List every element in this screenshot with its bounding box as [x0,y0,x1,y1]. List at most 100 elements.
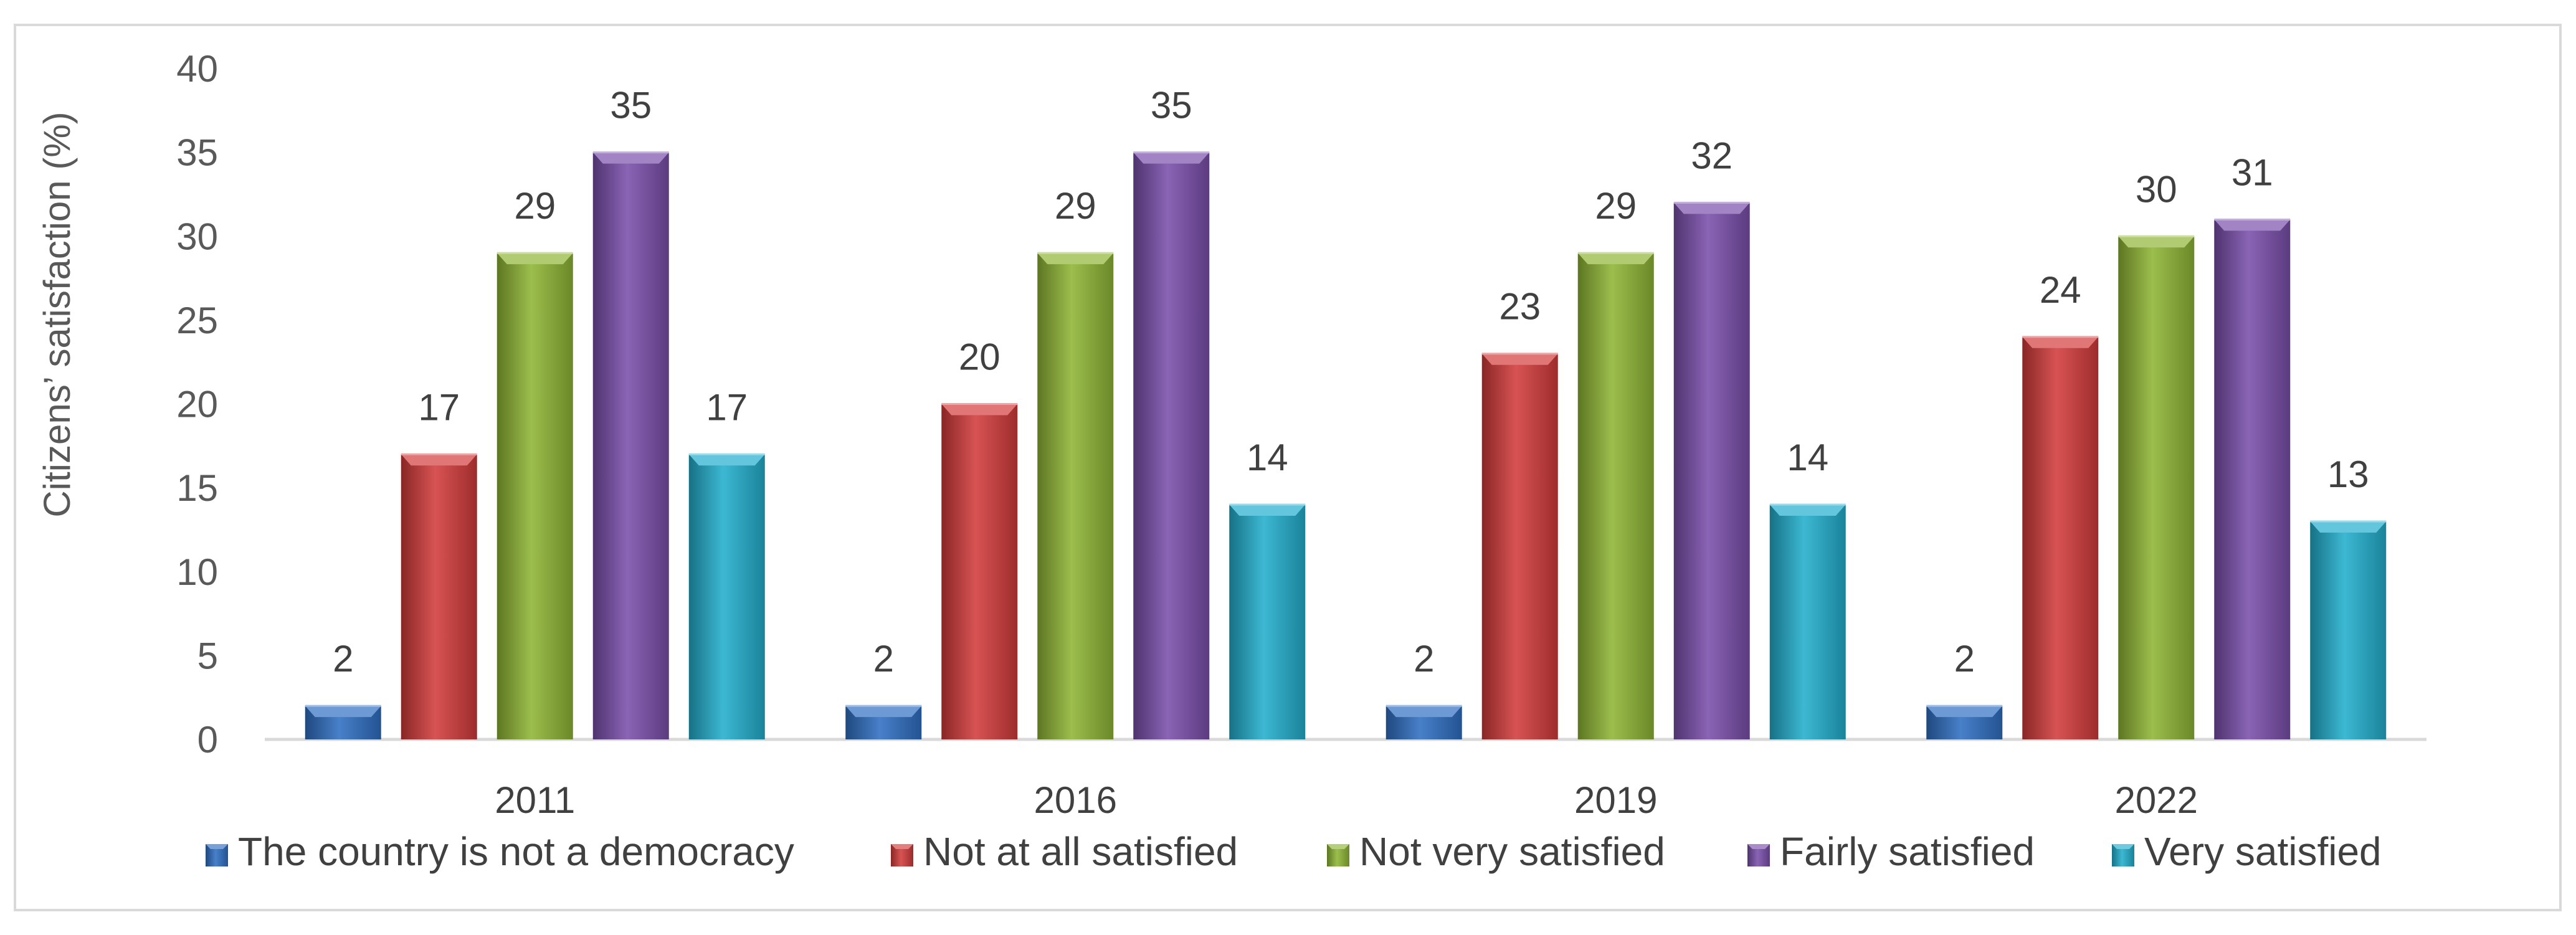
bar-body [941,404,1018,739]
bar-cap [1133,152,1210,164]
bar-body [1673,202,1750,739]
data-label: 31 [2231,151,2273,193]
bar [2022,336,2099,739]
bar-body [592,152,669,739]
data-label: 35 [1151,85,1192,126]
data-label: 17 [706,386,748,428]
bar [1133,151,1210,739]
bar-cap [1037,253,1114,265]
bar [1926,705,2003,739]
legend-label: The country is not a democracy [238,829,794,874]
bar-cap [2022,336,2099,348]
data-label: 14 [1787,437,1828,478]
legend: The country is not a democracy Not at all… [206,829,2382,874]
bar-body [1133,152,1210,739]
legend-item: Fairly satisfied [1747,829,2035,874]
bar-cap [305,706,381,718]
data-label: 30 [2136,168,2177,210]
y-axis-title: Citizens’ satisfaction (%) [36,112,78,517]
bar-cap [592,152,669,164]
bar-body [2118,236,2195,739]
bar [1481,353,1558,739]
data-label: 23 [1499,286,1541,328]
bar-cap [2214,219,2291,231]
bar-cap [688,454,765,466]
bar-body [688,454,765,739]
bar-cap [941,404,1018,415]
data-label: 2 [873,638,894,680]
x-axis-categories: 2011 2016 2019 2022 [495,779,2198,821]
bar-cap [1673,202,1750,214]
bars [305,151,2387,739]
bar [1229,503,1306,739]
bar [941,403,1018,739]
y-tick-label: 10 [176,551,218,593]
data-label: 24 [2040,269,2081,311]
bar-cap [2118,236,2195,248]
bar-body [497,253,573,739]
data-label: 29 [1595,185,1637,227]
data-label: 13 [2327,453,2369,495]
data-label: 35 [610,85,652,126]
data-label: 29 [1055,185,1096,227]
bar-cap [1926,706,2003,718]
bar [1037,252,1114,739]
legend-label: Very satisfied [2144,829,2382,874]
bar [2118,235,2195,739]
bar [305,705,381,739]
data-label: 32 [1691,135,1732,176]
legend-swatch-cap [2112,844,2134,849]
data-label: 14 [1247,437,1288,478]
bar [1385,705,1462,739]
bar-body [1229,505,1306,739]
y-axis-ticks: 0 5 10 15 20 25 30 35 40 [176,48,218,761]
data-label: 20 [959,336,1000,378]
bar [497,252,573,739]
x-tick-label: 2011 [495,779,575,821]
bar-cap [2310,521,2387,533]
bar-body [401,454,477,739]
y-tick-label: 35 [176,132,218,174]
legend-swatch-cap [1747,844,1770,849]
bar [2214,218,2291,739]
bar [1577,252,1654,739]
x-tick-label: 2019 [1574,779,1657,821]
bar [401,453,477,739]
y-tick-label: 15 [176,467,218,509]
data-label: 29 [514,185,556,227]
y-tick-label: 20 [176,384,218,425]
bar [688,453,765,739]
bar-body [2214,219,2291,739]
bar-cap [1229,505,1306,516]
legend-item: Not very satisfied [1327,829,1665,874]
bar-cap [1769,505,1846,516]
data-label: 17 [418,386,460,428]
bar-cap [497,253,573,265]
bar [1769,503,1846,739]
legend-item: The country is not a democracy [206,829,794,874]
legend-label: Not at all satisfied [923,829,1238,874]
legend-label: Not very satisfied [1359,829,1665,874]
legend-label: Fairly satisfied [1780,829,2035,874]
y-tick-label: 30 [176,216,218,257]
legend-item: Not at all satisfied [891,829,1238,874]
x-tick-label: 2022 [2115,779,2198,821]
legend-item: Very satisfied [2112,829,2382,874]
bar-cap [1481,353,1558,365]
y-tick-label: 0 [197,719,218,761]
bar [2310,520,2387,739]
bar [1673,201,1750,739]
bar-body [1481,353,1558,739]
data-labels: 2 17 29 35 17 2 20 29 35 14 2 23 29 32 14 2 24 30 31 13 [333,85,2369,680]
bar [592,151,669,739]
y-tick-label: 5 [197,635,218,676]
data-label: 2 [1954,638,1975,680]
data-label: 2 [1414,638,1434,680]
bar-body [1577,253,1654,739]
bar-cap [1577,253,1654,265]
bar-body [2022,336,2099,739]
bar-cap [1385,706,1462,718]
bar-body [1037,253,1114,739]
legend-swatch-cap [1327,844,1349,849]
